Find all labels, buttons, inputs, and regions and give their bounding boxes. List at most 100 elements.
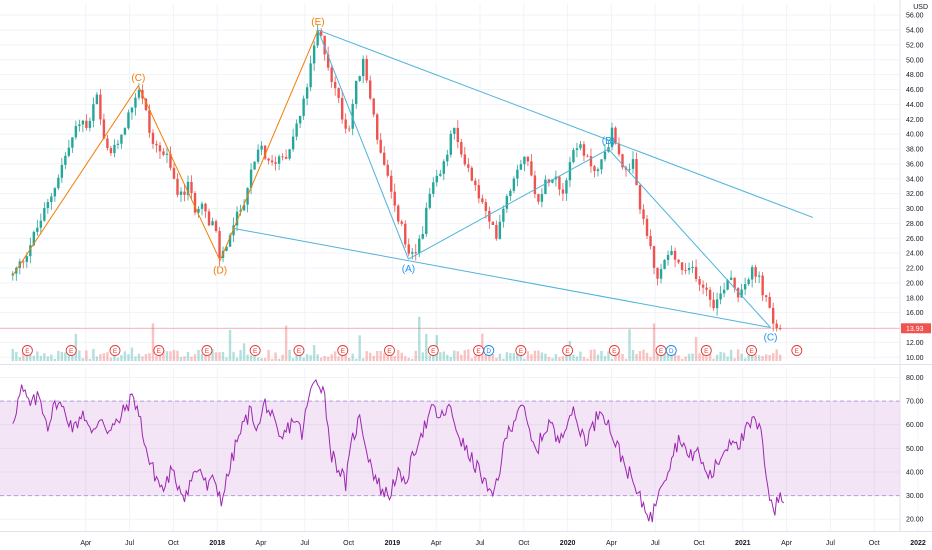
price-candle xyxy=(463,154,467,165)
volume-bars xyxy=(11,316,782,361)
price-candle xyxy=(771,307,775,324)
price-candle xyxy=(183,191,186,195)
price-candle xyxy=(414,252,417,254)
price-candle xyxy=(432,182,435,194)
price-candle xyxy=(603,151,607,160)
price-candle xyxy=(316,30,319,46)
price-candle xyxy=(130,107,134,113)
wave-labels: (C) (D) (E) (A) (B) (C) xyxy=(131,17,777,344)
price-candle xyxy=(340,97,344,120)
price-candle xyxy=(302,98,305,116)
price-candle xyxy=(484,202,488,211)
volume-bar xyxy=(554,354,558,361)
volume-bar xyxy=(712,358,715,361)
rsi-axis[interactable]: 20.00 30.00 40.00 50.00 60.00 70.00 80.00 xyxy=(906,375,924,524)
volume-bar xyxy=(631,349,635,361)
price-candle xyxy=(565,180,568,194)
price-tick-label: 32.00 xyxy=(906,191,924,198)
wave-lines xyxy=(12,29,814,329)
price-candle xyxy=(326,54,330,68)
price-candle xyxy=(705,287,708,290)
price-candle xyxy=(165,153,169,155)
volume-bar xyxy=(607,351,610,361)
wave-label: (C) xyxy=(131,73,145,84)
price-candle xyxy=(680,262,684,271)
price-candle xyxy=(498,221,502,239)
price-candle xyxy=(698,279,701,285)
earnings-marker xyxy=(700,345,712,356)
earnings-marker-label: D xyxy=(486,348,491,355)
price-candle xyxy=(344,119,347,129)
price-candle xyxy=(537,194,540,202)
volume-bar xyxy=(88,358,92,361)
volume-bar xyxy=(740,353,743,361)
volume-bar xyxy=(333,351,337,361)
earnings-marker-label: E xyxy=(519,348,524,355)
earnings-marker xyxy=(746,345,758,356)
price-candle xyxy=(757,275,761,277)
price-axis[interactable]: 10.0012.0014.0016.0018.0020.0022.0024.00… xyxy=(901,13,931,362)
price-candle xyxy=(309,63,312,88)
volume-bar xyxy=(270,358,274,361)
price-candle xyxy=(456,127,460,143)
volume-bar xyxy=(249,355,253,361)
volume-bar xyxy=(701,352,705,361)
volume-bar xyxy=(74,333,78,361)
price-candle xyxy=(761,275,764,296)
price-candle xyxy=(74,126,78,138)
price-candle xyxy=(383,152,386,165)
price-tick-label: 52.00 xyxy=(906,42,924,49)
price-candle xyxy=(582,144,586,156)
volume-bar xyxy=(225,357,228,361)
volume-bar xyxy=(754,354,757,361)
price-candle xyxy=(106,138,109,149)
price-candle xyxy=(88,120,92,129)
earnings-marker xyxy=(109,345,121,356)
price-candle xyxy=(446,154,449,162)
price-candle xyxy=(621,154,624,168)
price-candle xyxy=(519,164,523,170)
volume-bar xyxy=(302,357,305,361)
price-candle xyxy=(614,127,617,144)
price-candle xyxy=(36,227,39,232)
volume-bar xyxy=(418,316,421,361)
price-candle xyxy=(179,191,183,195)
time-tick-label: 2022 xyxy=(910,540,926,547)
volume-bar xyxy=(757,355,761,361)
price-candle xyxy=(298,115,302,124)
pane-separator[interactable] xyxy=(0,0,932,532)
price-candle xyxy=(505,196,509,209)
volume-bar xyxy=(624,358,628,361)
earnings-marker-label: E xyxy=(157,348,162,355)
volume-bar xyxy=(130,347,134,361)
price-candle xyxy=(575,148,579,150)
earnings-marker xyxy=(65,345,77,356)
time-tick-label: 2020 xyxy=(560,540,576,547)
volume-bar xyxy=(498,353,502,361)
price-candle xyxy=(638,185,642,210)
price-tick-label: 22.00 xyxy=(906,266,924,273)
volume-bar xyxy=(684,356,687,361)
volume-bar xyxy=(495,357,498,361)
price-candle xyxy=(29,245,32,257)
price-candle xyxy=(467,164,470,168)
volume-bar xyxy=(628,329,631,361)
volume-bar xyxy=(656,349,659,361)
volume-bar xyxy=(533,350,537,361)
volume-bar xyxy=(323,356,326,361)
price-tick-label: 40.00 xyxy=(906,132,924,139)
price-tick-label: 48.00 xyxy=(906,72,924,79)
wave-line-corrective xyxy=(608,148,771,328)
volume-bar xyxy=(197,349,200,361)
earnings-marker xyxy=(515,345,527,356)
price-candle xyxy=(673,250,677,260)
rsi-tick-label: 20.00 xyxy=(906,517,924,524)
price-candle xyxy=(677,259,680,263)
volume-bar xyxy=(442,351,445,361)
price-candle xyxy=(526,156,530,162)
earnings-marker xyxy=(249,345,261,356)
grid-lines xyxy=(0,4,919,531)
time-axis[interactable]: Apr Jul Oct 2018 Apr Jul Oct 2019 Apr Jul Oct 2020 A… xyxy=(80,540,926,547)
